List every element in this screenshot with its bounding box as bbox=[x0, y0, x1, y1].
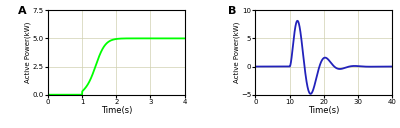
Y-axis label: Active Power(kW): Active Power(kW) bbox=[233, 22, 240, 83]
Text: B: B bbox=[228, 6, 236, 16]
X-axis label: Time(s): Time(s) bbox=[100, 106, 132, 115]
X-axis label: Time(s): Time(s) bbox=[308, 106, 340, 115]
Text: A: A bbox=[18, 6, 26, 16]
Y-axis label: Active Power(kW): Active Power(kW) bbox=[25, 22, 31, 83]
